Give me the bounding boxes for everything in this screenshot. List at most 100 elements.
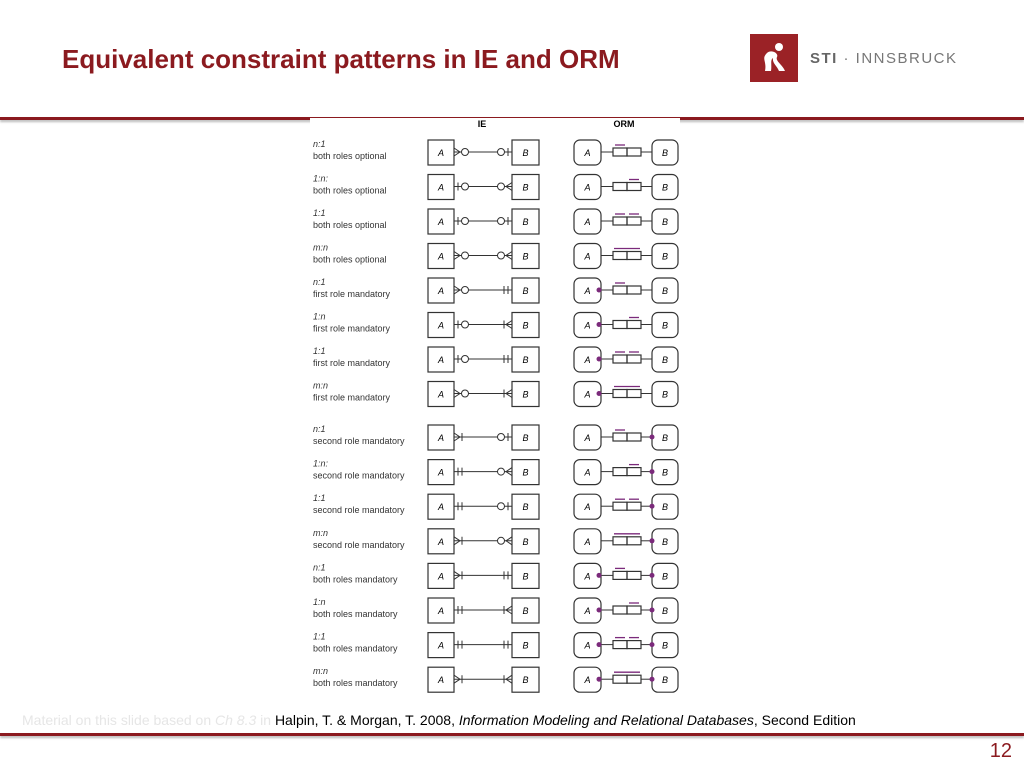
ie-entity-a-label: A (437, 468, 444, 478)
constraint-patterns-figure: IE ORM n:1 both roles optional A B A B 1:n: bot… (310, 118, 680, 696)
orm-role-box-1 (612, 388, 628, 399)
optional-circle-icon (461, 251, 469, 260)
mandatory-dot-icon (596, 572, 602, 578)
pattern-row: 1:n first role mandatory A B A B (313, 312, 679, 339)
orm-entity-b-label: B (662, 321, 668, 331)
constraint-description: first role mandatory (313, 393, 391, 403)
constraint-description: both roles mandatory (313, 609, 398, 619)
orm-entity-b-label: B (662, 571, 668, 581)
mandatory-dot-icon (649, 434, 655, 440)
orm-entity-b-label: B (662, 183, 668, 193)
slide-title: Equivalent constraint patterns in IE and… (62, 44, 620, 74)
crows-foot-icon (505, 182, 513, 191)
orm-role-box-1 (612, 147, 628, 157)
orm-entity-a-label: A (583, 286, 590, 296)
crows-foot-icon (505, 467, 513, 477)
cardinality-label: 1:n: (313, 174, 329, 184)
orm-role-box-1 (612, 501, 628, 511)
pattern-row: m:n both roles optional A B A B (313, 243, 679, 270)
ie-entity-a-label: A (437, 321, 444, 331)
optional-circle-icon (461, 320, 469, 329)
cardinality-label: m:n (313, 381, 328, 391)
orm-entity-a-label: A (583, 675, 590, 685)
orm-role-box-2 (626, 388, 642, 399)
ie-entity-a-label: A (437, 183, 444, 193)
orm-entity-b-label: B (662, 537, 668, 547)
mandatory-dot-icon (596, 287, 602, 293)
mandatory-dot-icon (596, 642, 602, 648)
optional-circle-icon (497, 148, 505, 156)
crows-foot-icon (505, 251, 513, 260)
optional-circle-icon (497, 433, 505, 441)
crows-foot-icon (453, 389, 461, 398)
ie-entity-b-label: B (522, 217, 528, 227)
optional-circle-icon (461, 389, 469, 398)
crows-foot-icon (453, 570, 461, 580)
column-header-orm: ORM (614, 119, 635, 129)
ie-entity-b-label: B (522, 286, 528, 296)
orm-entity-a-label: A (583, 606, 590, 616)
pattern-row: 1:n: both roles optional A B A B (313, 174, 679, 201)
orm-role-box-2 (626, 181, 642, 192)
orm-role-box-2 (626, 354, 642, 364)
orm-role-box-2 (626, 285, 642, 295)
mandatory-dot-icon (596, 356, 602, 362)
constraint-diagram: IE ORM n:1 both roles optional A B A B 1:n: bot… (313, 119, 679, 693)
optional-circle-icon (461, 286, 469, 294)
pattern-row: n:1 both roles optional A B A B (313, 139, 679, 166)
crows-foot-icon (453, 251, 461, 260)
orm-entity-a-label: A (583, 148, 590, 158)
constraint-description: both roles optional (313, 255, 387, 265)
cardinality-label: 1:n (313, 312, 326, 322)
orm-role-box-1 (612, 432, 628, 442)
cardinality-label: 1:n (313, 597, 326, 607)
cardinality-label: 1:1 (313, 346, 326, 356)
cardinality-label: n:1 (313, 277, 326, 287)
ie-entity-b-label: B (522, 321, 528, 331)
column-header-ie: IE (478, 119, 487, 129)
orm-entity-a-label: A (583, 571, 590, 581)
mandatory-dot-icon (596, 607, 602, 613)
cardinality-label: n:1 (313, 424, 326, 434)
orm-role-box-1 (612, 639, 628, 650)
ie-entity-a-label: A (437, 606, 444, 616)
orm-role-box-2 (626, 432, 642, 442)
ie-entity-b-label: B (522, 571, 528, 581)
optional-circle-icon (497, 182, 505, 191)
constraint-description: second role mandatory (313, 540, 405, 550)
orm-role-box-1 (612, 570, 628, 580)
ie-entity-b-label: B (522, 148, 528, 158)
ie-entity-a-label: A (437, 148, 444, 158)
mandatory-dot-icon (649, 642, 655, 648)
ie-entity-a-label: A (437, 252, 444, 262)
orm-entity-a-label: A (583, 433, 590, 443)
cardinality-label: 1:1 (313, 208, 326, 218)
mandatory-dot-icon (649, 572, 655, 578)
constraint-description: first role mandatory (313, 324, 391, 334)
ie-entity-a-label: A (437, 571, 444, 581)
orm-entity-a-label: A (583, 183, 590, 193)
constraint-description: both roles mandatory (313, 574, 398, 584)
orm-entity-b-label: B (662, 390, 668, 400)
footer-divider (0, 733, 1024, 736)
ie-entity-b-label: B (522, 468, 528, 478)
logo-text: STI · INNSBRUCK (810, 49, 958, 67)
optional-circle-icon (497, 251, 505, 260)
ie-entity-b-label: B (522, 433, 528, 443)
optional-circle-icon (497, 536, 505, 545)
constraint-description: first role mandatory (313, 289, 391, 299)
orm-entity-a-label: A (583, 468, 590, 478)
orm-entity-b-label: B (662, 502, 668, 512)
orm-entity-b-label: B (662, 606, 668, 616)
crows-foot-icon (505, 536, 513, 546)
orm-entity-a-label: A (583, 641, 590, 651)
ie-entity-a-label: A (437, 433, 444, 443)
orm-role-box-2 (626, 147, 642, 157)
orm-role-box-2 (626, 216, 642, 226)
orm-role-box-1 (612, 319, 628, 330)
mandatory-dot-icon (596, 391, 602, 396)
orm-role-box-2 (626, 570, 642, 580)
constraint-description: second role mandatory (313, 471, 405, 481)
ie-entity-a-label: A (437, 390, 444, 400)
ie-entity-a (427, 562, 455, 589)
